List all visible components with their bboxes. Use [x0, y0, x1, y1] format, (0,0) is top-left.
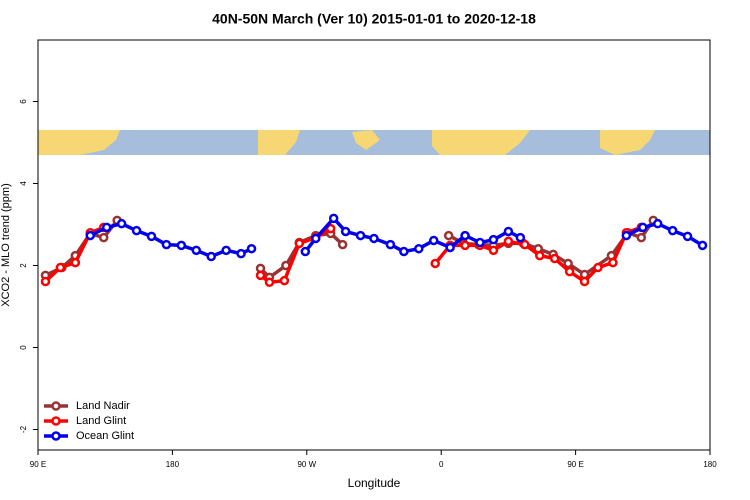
point [667, 225, 678, 236]
point [340, 226, 351, 237]
point [621, 230, 632, 241]
point [697, 240, 708, 251]
x-tick-label: 90 E [30, 460, 46, 469]
point [593, 262, 603, 273]
point [608, 257, 618, 268]
point [399, 246, 409, 257]
point [279, 275, 290, 286]
x-axis-label: Longitude [348, 476, 401, 490]
point [428, 235, 439, 246]
y-axis-label: XCO2 - MLO trend (ppm) [0, 183, 12, 306]
point [85, 230, 96, 241]
legend-label: Land Glint [76, 415, 126, 427]
point [328, 213, 339, 224]
point [503, 226, 514, 237]
x-tick-label: 180 [703, 460, 717, 469]
legend-label: Land Nadir [76, 400, 130, 412]
x-tick-label: 0 [439, 460, 444, 469]
point [549, 253, 560, 264]
point [236, 248, 246, 259]
point [300, 246, 311, 257]
x-tick-label: 90 E [567, 460, 583, 469]
y-tick-label: 4 [19, 181, 28, 186]
plot-frame [37, 39, 711, 451]
point [246, 243, 257, 254]
point [70, 257, 81, 268]
point [488, 245, 499, 256]
point [579, 276, 590, 287]
point [131, 225, 142, 236]
point [638, 222, 648, 233]
point [337, 239, 348, 250]
point [146, 231, 157, 242]
point [294, 238, 305, 249]
point [475, 237, 485, 248]
point [385, 239, 396, 250]
y-tick-label: -2 [19, 425, 28, 433]
y-tick-label: 2 [19, 263, 28, 268]
point [101, 222, 112, 233]
point [563, 258, 573, 269]
point [443, 230, 454, 241]
point [445, 242, 455, 253]
point [535, 250, 545, 261]
point [460, 230, 470, 241]
point [311, 233, 321, 244]
point [191, 245, 202, 256]
point [515, 232, 526, 243]
legend-marker [51, 401, 61, 411]
series-line [89, 215, 704, 259]
legend-marker [51, 416, 61, 426]
point [488, 234, 499, 245]
point [40, 276, 51, 287]
point [116, 218, 127, 229]
point [161, 239, 172, 250]
point [176, 240, 187, 251]
x-tick-label: 90 W [297, 460, 316, 469]
y-tick-label: 6 [19, 99, 28, 104]
point [682, 231, 693, 242]
x-tick-label: 180 [166, 460, 180, 469]
world-map-strip [38, 130, 710, 155]
point [98, 232, 109, 243]
legend-label: Ocean Glint [76, 430, 134, 442]
point [255, 270, 266, 281]
point [221, 245, 231, 256]
point [564, 266, 575, 277]
point [55, 262, 66, 273]
point [264, 277, 275, 288]
y-tick-label: 0 [19, 345, 28, 350]
point [414, 243, 424, 254]
point [503, 236, 514, 247]
point [520, 239, 530, 250]
point [325, 223, 336, 234]
chart-title: 40N-50N March (Ver 10) 2015-01-01 to 202… [212, 11, 536, 27]
point [206, 251, 216, 262]
point [430, 258, 440, 269]
point [355, 230, 366, 241]
point [636, 232, 647, 243]
point [652, 218, 663, 229]
point [369, 233, 379, 244]
legend-marker [51, 431, 61, 441]
point [460, 240, 470, 251]
